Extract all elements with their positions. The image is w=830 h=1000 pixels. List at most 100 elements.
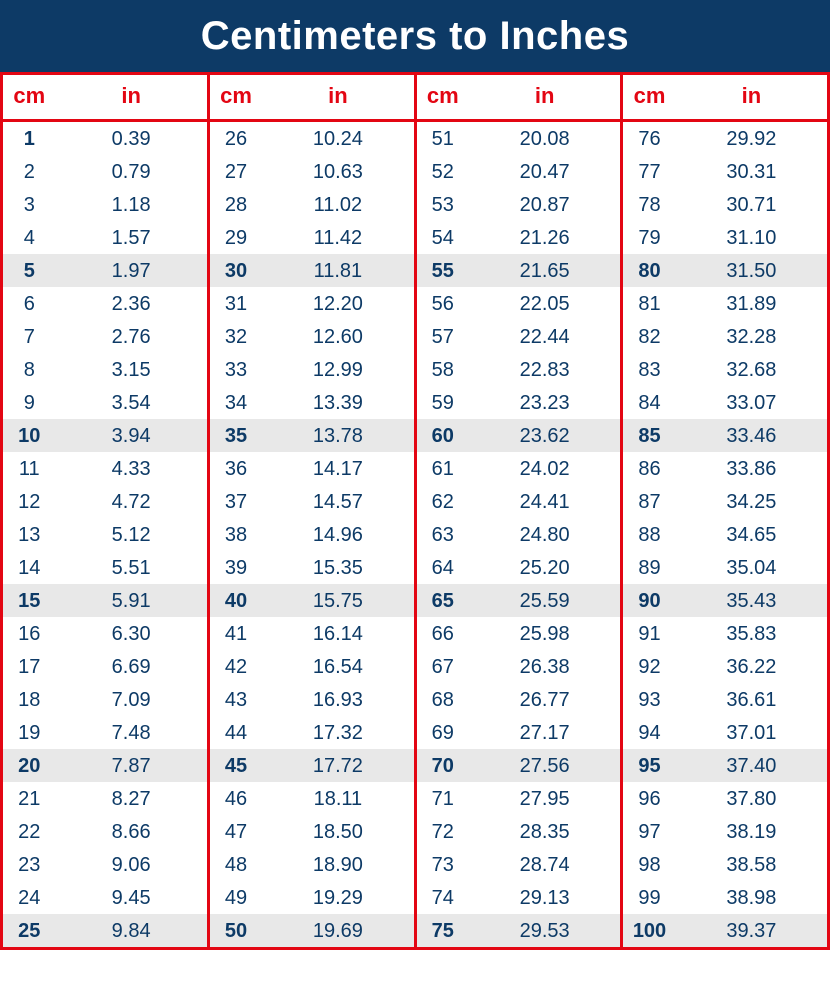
in-cell: 29.13 bbox=[469, 881, 622, 914]
in-cell: 16.93 bbox=[262, 683, 415, 716]
cm-cell: 44 bbox=[208, 716, 262, 749]
in-cell: 28.35 bbox=[469, 815, 622, 848]
cm-cell: 6 bbox=[2, 287, 56, 320]
cm-cell: 81 bbox=[622, 287, 676, 320]
in-cell: 6.30 bbox=[56, 617, 209, 650]
in-cell: 0.79 bbox=[56, 155, 209, 188]
in-cell: 11.02 bbox=[262, 188, 415, 221]
table-row: 259.845019.697529.5310039.37 bbox=[2, 914, 829, 949]
table-row: 41.572911.425421.267931.10 bbox=[2, 221, 829, 254]
cm-cell: 21 bbox=[2, 782, 56, 815]
cm-cell: 42 bbox=[208, 650, 262, 683]
in-cell: 23.23 bbox=[469, 386, 622, 419]
in-cell: 20.08 bbox=[469, 121, 622, 156]
col-header-cm: cm bbox=[2, 75, 56, 121]
in-cell: 10.63 bbox=[262, 155, 415, 188]
cm-cell: 52 bbox=[415, 155, 469, 188]
in-cell: 18.90 bbox=[262, 848, 415, 881]
in-cell: 12.60 bbox=[262, 320, 415, 353]
in-cell: 24.80 bbox=[469, 518, 622, 551]
in-cell: 9.45 bbox=[56, 881, 209, 914]
table-row: 83.153312.995822.838332.68 bbox=[2, 353, 829, 386]
cm-cell: 49 bbox=[208, 881, 262, 914]
cm-cell: 31 bbox=[208, 287, 262, 320]
table-row: 20.792710.635220.477730.31 bbox=[2, 155, 829, 188]
cm-cell: 76 bbox=[622, 121, 676, 156]
in-cell: 27.95 bbox=[469, 782, 622, 815]
in-cell: 11.81 bbox=[262, 254, 415, 287]
cm-cell: 100 bbox=[622, 914, 676, 949]
in-cell: 21.26 bbox=[469, 221, 622, 254]
cm-cell: 69 bbox=[415, 716, 469, 749]
cm-cell: 50 bbox=[208, 914, 262, 949]
cm-cell: 12 bbox=[2, 485, 56, 518]
col-header-cm: cm bbox=[208, 75, 262, 121]
in-cell: 31.89 bbox=[676, 287, 829, 320]
cm-cell: 59 bbox=[415, 386, 469, 419]
cm-cell: 41 bbox=[208, 617, 262, 650]
in-cell: 16.14 bbox=[262, 617, 415, 650]
cm-cell: 89 bbox=[622, 551, 676, 584]
in-cell: 23.62 bbox=[469, 419, 622, 452]
in-cell: 18.50 bbox=[262, 815, 415, 848]
cm-cell: 77 bbox=[622, 155, 676, 188]
cm-cell: 98 bbox=[622, 848, 676, 881]
in-cell: 7.48 bbox=[56, 716, 209, 749]
in-cell: 12.99 bbox=[262, 353, 415, 386]
cm-cell: 1 bbox=[2, 121, 56, 156]
cm-cell: 68 bbox=[415, 683, 469, 716]
cm-cell: 29 bbox=[208, 221, 262, 254]
in-cell: 24.02 bbox=[469, 452, 622, 485]
in-cell: 31.50 bbox=[676, 254, 829, 287]
in-cell: 37.80 bbox=[676, 782, 829, 815]
cm-cell: 72 bbox=[415, 815, 469, 848]
table-row: 145.513915.356425.208935.04 bbox=[2, 551, 829, 584]
cm-cell: 13 bbox=[2, 518, 56, 551]
table-body: 10.392610.245120.087629.9220.792710.6352… bbox=[2, 121, 829, 949]
cm-cell: 24 bbox=[2, 881, 56, 914]
cm-cell: 53 bbox=[415, 188, 469, 221]
cm-cell: 10 bbox=[2, 419, 56, 452]
in-cell: 5.91 bbox=[56, 584, 209, 617]
cm-cell: 8 bbox=[2, 353, 56, 386]
in-cell: 15.35 bbox=[262, 551, 415, 584]
col-header-in: in bbox=[676, 75, 829, 121]
cm-cell: 60 bbox=[415, 419, 469, 452]
in-cell: 9.06 bbox=[56, 848, 209, 881]
in-cell: 18.11 bbox=[262, 782, 415, 815]
col-header-cm: cm bbox=[415, 75, 469, 121]
in-cell: 4.72 bbox=[56, 485, 209, 518]
in-cell: 34.65 bbox=[676, 518, 829, 551]
in-cell: 36.22 bbox=[676, 650, 829, 683]
in-cell: 13.39 bbox=[262, 386, 415, 419]
cm-cell: 82 bbox=[622, 320, 676, 353]
in-cell: 30.71 bbox=[676, 188, 829, 221]
cm-cell: 93 bbox=[622, 683, 676, 716]
table-row: 197.484417.326927.179437.01 bbox=[2, 716, 829, 749]
table-row: 187.094316.936826.779336.61 bbox=[2, 683, 829, 716]
cm-cell: 92 bbox=[622, 650, 676, 683]
cm-cell: 56 bbox=[415, 287, 469, 320]
col-header-cm: cm bbox=[622, 75, 676, 121]
cm-cell: 22 bbox=[2, 815, 56, 848]
in-cell: 14.17 bbox=[262, 452, 415, 485]
in-cell: 32.68 bbox=[676, 353, 829, 386]
cm-cell: 95 bbox=[622, 749, 676, 782]
table-row: 218.274618.117127.959637.80 bbox=[2, 782, 829, 815]
in-cell: 29.92 bbox=[676, 121, 829, 156]
cm-cell: 75 bbox=[415, 914, 469, 949]
in-cell: 17.72 bbox=[262, 749, 415, 782]
in-cell: 8.66 bbox=[56, 815, 209, 848]
cm-cell: 26 bbox=[208, 121, 262, 156]
cm-cell: 65 bbox=[415, 584, 469, 617]
cm-cell: 67 bbox=[415, 650, 469, 683]
in-cell: 6.69 bbox=[56, 650, 209, 683]
cm-cell: 47 bbox=[208, 815, 262, 848]
cm-cell: 30 bbox=[208, 254, 262, 287]
in-cell: 31.10 bbox=[676, 221, 829, 254]
in-cell: 38.58 bbox=[676, 848, 829, 881]
in-cell: 32.28 bbox=[676, 320, 829, 353]
in-cell: 14.57 bbox=[262, 485, 415, 518]
cm-cell: 25 bbox=[2, 914, 56, 949]
cm-cell: 71 bbox=[415, 782, 469, 815]
